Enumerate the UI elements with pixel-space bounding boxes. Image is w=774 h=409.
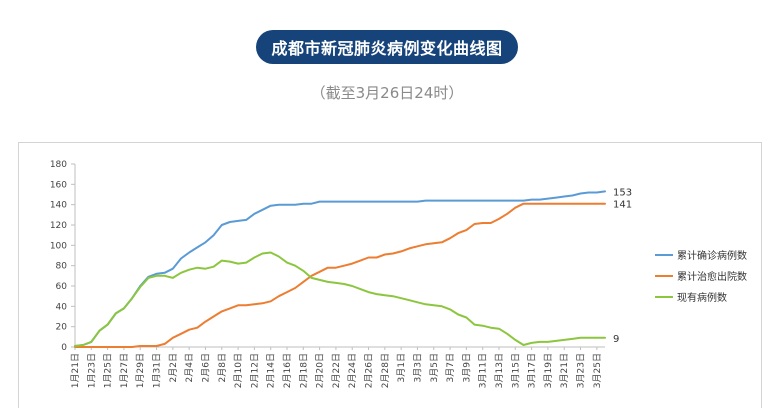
x-tick-label: 2月14日 <box>266 353 277 388</box>
legend-label: 累计确诊病例数 <box>677 249 747 262</box>
x-tick-label: 3月25日 <box>592 353 603 388</box>
y-tick-label: 40 <box>56 302 68 312</box>
series-line-1 <box>74 190 606 347</box>
x-tick-label: 1月31日 <box>152 353 163 388</box>
x-tick-label: 3月5日 <box>429 353 440 382</box>
y-tick-label: 80 <box>56 262 68 272</box>
y-tick-label: 140 <box>50 201 67 211</box>
x-tick-label: 3月17日 <box>527 353 538 388</box>
x-tick-label: 2月10日 <box>233 353 244 388</box>
x-tick-label: 3月9日 <box>461 353 472 382</box>
x-tick-label: 1月21日 <box>70 353 81 388</box>
series-end-label: 141 <box>613 200 632 211</box>
x-tick-label: 2月4日 <box>184 353 195 382</box>
x-tick-label: 1月29日 <box>135 353 146 388</box>
series-end-label: 9 <box>613 334 619 345</box>
y-tick-label: 160 <box>50 180 67 190</box>
x-tick-label: 3月13日 <box>494 353 505 388</box>
x-tick-label: 2月24日 <box>347 353 358 388</box>
x-tick-label: 2月16日 <box>282 353 293 388</box>
x-tick-label: 3月1日 <box>396 353 407 382</box>
x-axis: 1月21日 1月23日 1月25日 1月27日 1月29日 1月31日 2月2日 2月4日 2月… <box>70 346 605 388</box>
x-tick-label: 3月21日 <box>559 353 570 388</box>
x-tick-label: 1月27日 <box>119 353 130 388</box>
end-labels: 153 141 9 <box>613 187 632 344</box>
x-tick-label: 1月25日 <box>103 353 114 388</box>
x-tick-label: 3月15日 <box>510 353 521 388</box>
x-tick-label: 2月28日 <box>380 353 391 388</box>
x-tick-label: 2月20日 <box>315 353 326 388</box>
y-tick-label: 60 <box>56 282 68 292</box>
x-tick-label: 1月23日 <box>86 353 97 388</box>
chart-title: 成都市新冠肺炎病例变化曲线图 <box>256 30 518 64</box>
chart-frame: 0 20 40 60 80 100 120 140 160 180 1月21日 1月23日 1月25日… <box>18 142 762 408</box>
legend-label: 累计治愈出院数 <box>677 270 747 283</box>
x-tick-label: 3月3日 <box>412 353 423 382</box>
x-tick-label: 3月19日 <box>543 353 554 388</box>
line-chart: 0 20 40 60 80 100 120 140 160 180 1月21日 1月23日 1月25日… <box>50 160 747 388</box>
y-tick-label: 20 <box>56 323 68 333</box>
y-tick-label: 180 <box>50 160 67 170</box>
legend-label: 现有病例数 <box>677 291 727 304</box>
x-tick-label: 2月8日 <box>217 353 228 382</box>
series-line-3 <box>74 251 606 347</box>
x-tick-label: 2月18日 <box>298 353 309 388</box>
y-axis: 0 20 40 60 80 100 120 140 160 180 <box>50 160 76 353</box>
y-tick-label: 120 <box>50 221 67 231</box>
x-tick-label: 2月2日 <box>168 353 179 382</box>
x-tick-label: 2月12日 <box>249 353 260 388</box>
y-tick-label: 100 <box>50 241 67 251</box>
series-end-label: 153 <box>613 187 632 198</box>
series-lines <box>74 190 606 348</box>
x-tick-label: 2月22日 <box>331 353 342 388</box>
x-tick-label: 2月6日 <box>200 353 211 382</box>
x-tick-label: 2月26日 <box>364 353 375 388</box>
series-line-2 <box>74 202 606 348</box>
x-tick-label: 3月7日 <box>445 353 456 382</box>
x-tick-label: 3月11日 <box>478 353 489 388</box>
y-tick-label: 0 <box>61 343 67 353</box>
x-tick-label: 3月23日 <box>576 353 587 388</box>
chart-subtitle: （截至3月26日24时） <box>310 84 464 102</box>
